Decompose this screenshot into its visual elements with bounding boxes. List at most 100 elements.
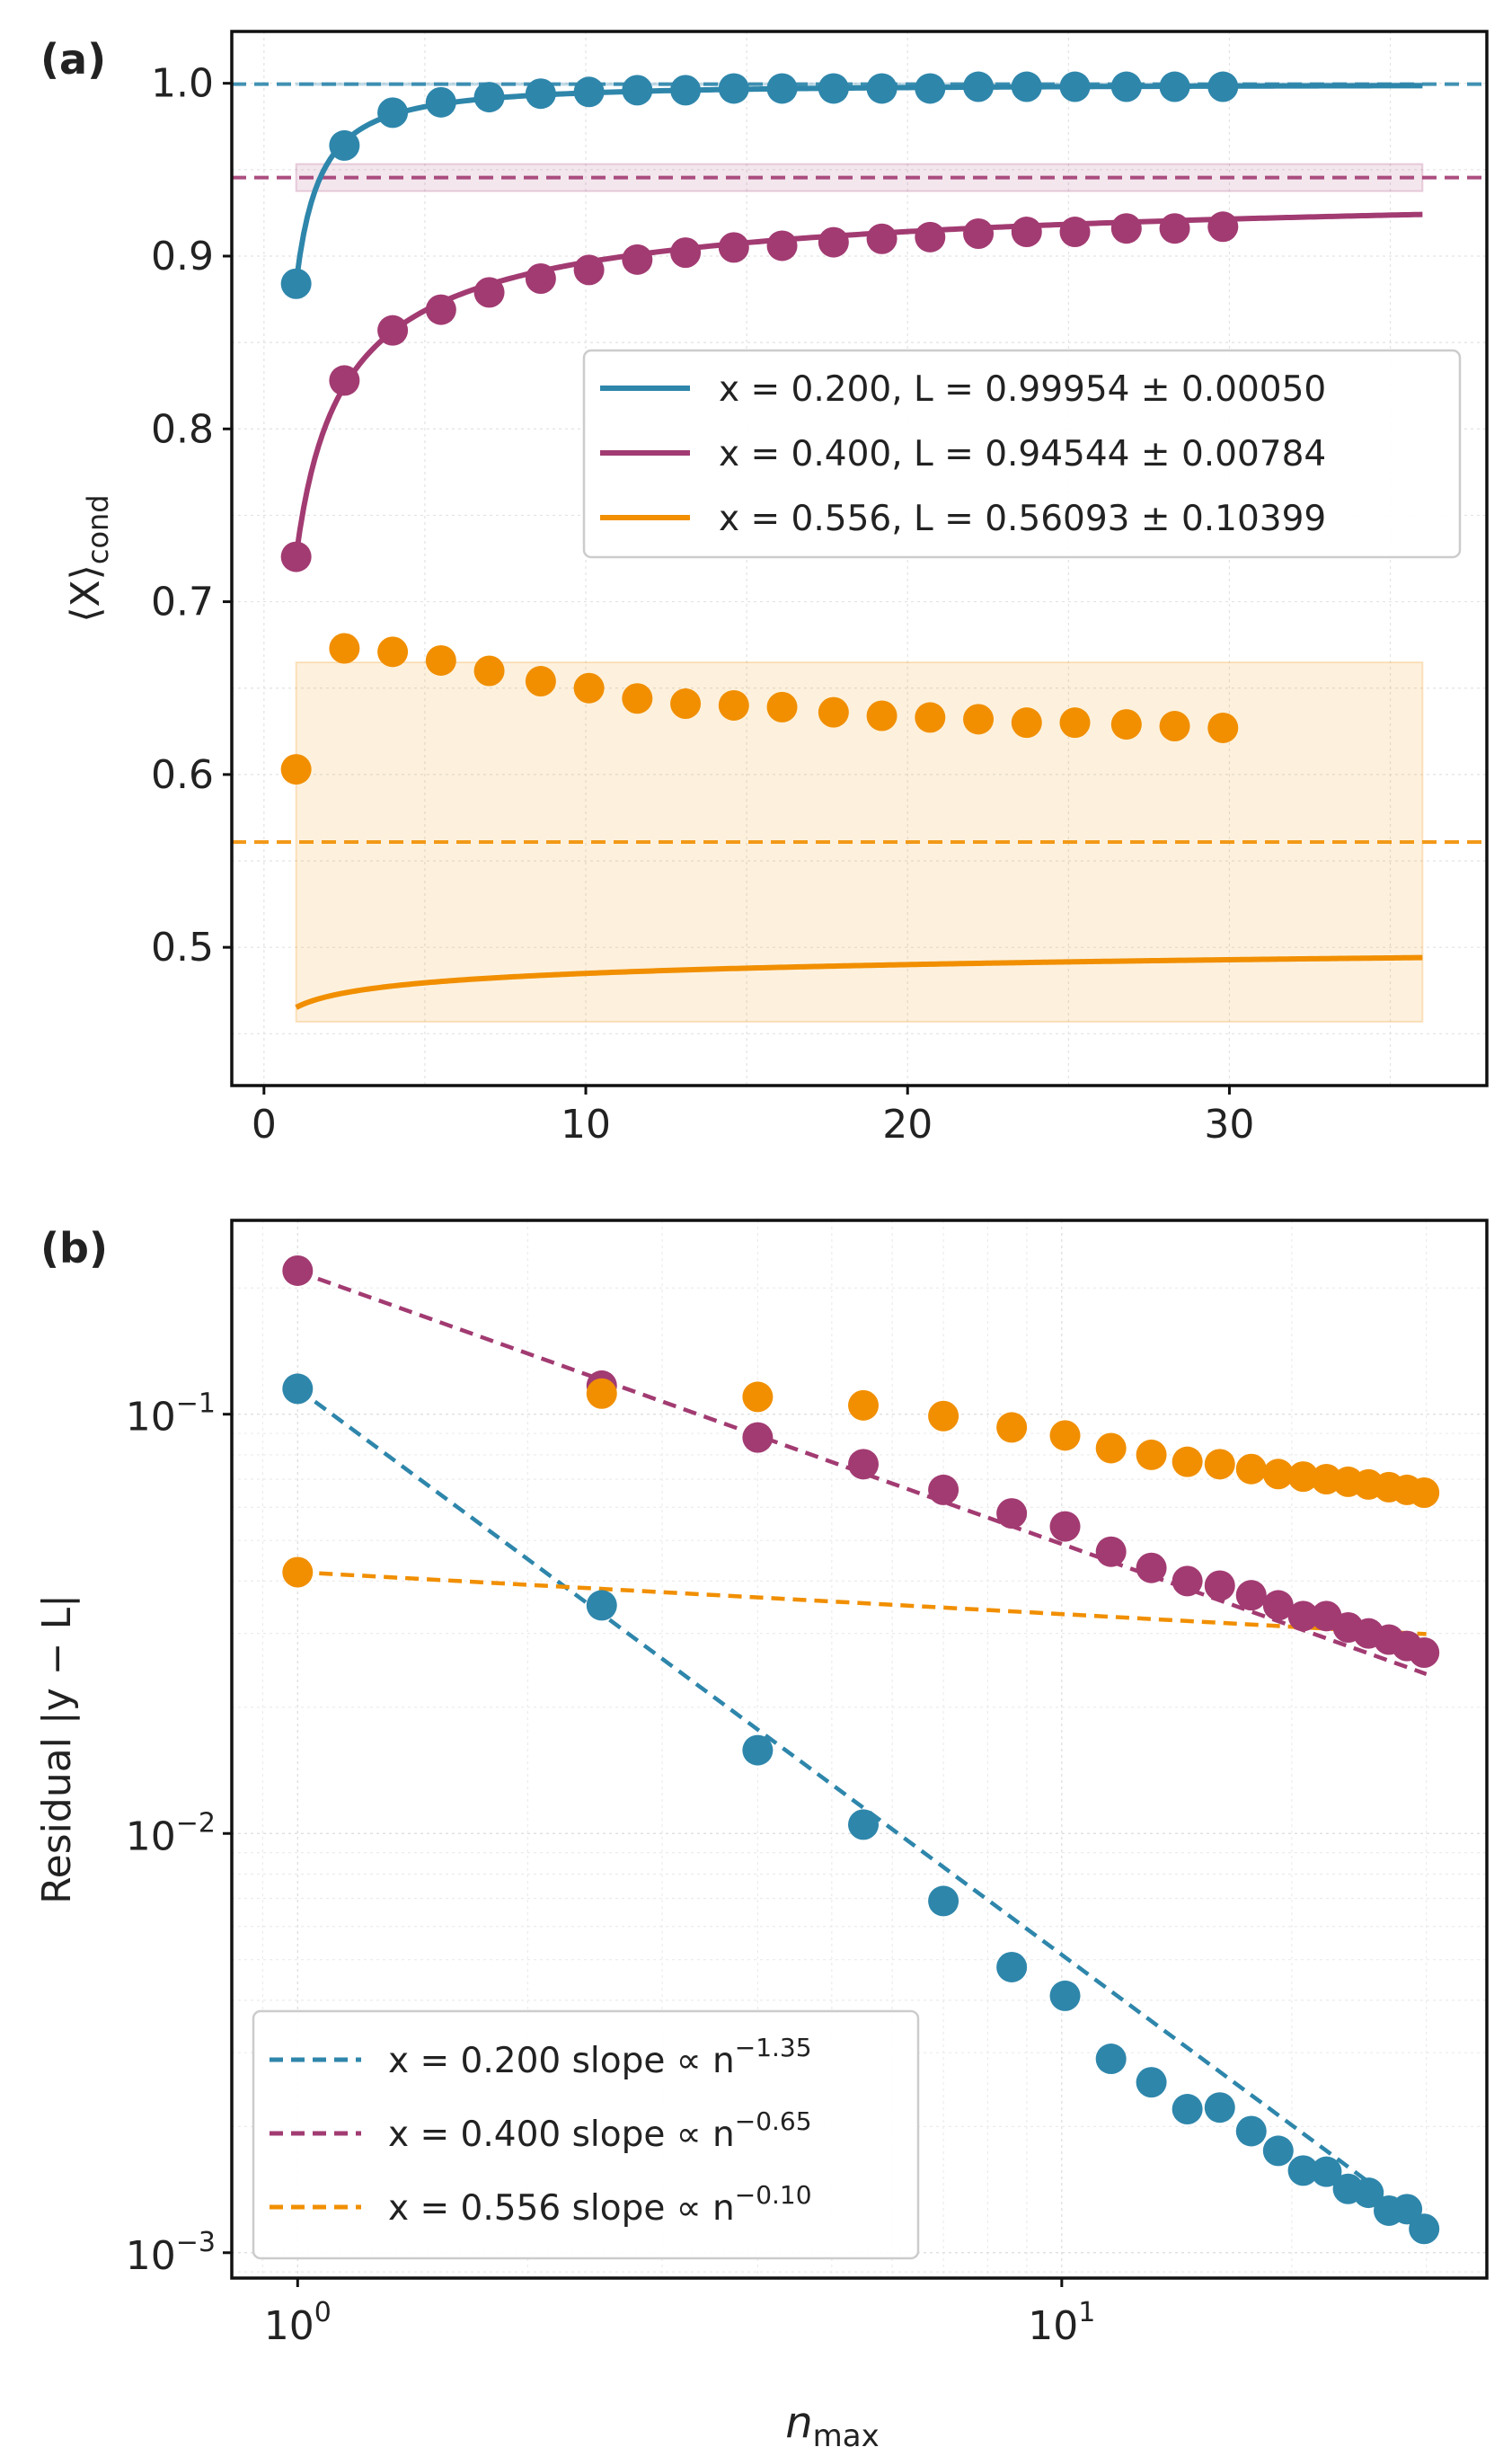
x-tick-label: 101 (1028, 2297, 1095, 2349)
data-point-1 (525, 262, 556, 294)
data-point-2 (915, 702, 946, 733)
data-point-2 (1172, 1446, 1203, 1477)
data-point-2 (742, 1381, 774, 1413)
legend-b-label-2: x = 0.556 slope ∝ n−0.10 (388, 2180, 812, 2229)
data-point-2 (1207, 712, 1239, 743)
data-point-2 (425, 644, 456, 676)
x-tick-label: 0 (252, 1102, 277, 1148)
data-point-0 (1311, 2156, 1342, 2187)
y-tick-label: 10−1 (126, 1388, 216, 1441)
data-point-2 (622, 683, 653, 714)
panel-label-a: (a) (40, 35, 106, 84)
data-point-0 (1172, 2094, 1203, 2125)
data-point-0 (329, 129, 360, 161)
data-point-2 (282, 1556, 314, 1588)
y-tick-exp: −3 (176, 2227, 216, 2258)
data-point-1 (1059, 217, 1091, 248)
data-point-1 (573, 254, 605, 286)
data-point-2 (1136, 1439, 1167, 1470)
data-point-1 (377, 315, 409, 346)
data-point-1 (425, 294, 456, 325)
legend-a-label-1: x = 0.400, L = 0.94544 ± 0.00784 (719, 434, 1326, 474)
y-tick-label: 0.7 (151, 580, 214, 625)
data-point-1 (280, 541, 312, 572)
y-axis-title: Residual |y − L| (34, 1594, 80, 1904)
data-point-0 (1011, 71, 1042, 102)
data-point-2 (963, 704, 995, 735)
panel-a-plot (232, 71, 1487, 1023)
x-tick-label: 20 (882, 1102, 933, 1148)
data-point-0 (282, 1373, 314, 1405)
data-point-2 (280, 754, 312, 785)
x-tick-exp: 1 (1078, 2297, 1095, 2328)
legend-b-slope: ∝ n (676, 2188, 735, 2229)
legend-b-slope-exp: −1.35 (735, 2033, 812, 2062)
data-point-2 (525, 666, 556, 697)
panel-a-frame (230, 30, 1489, 1087)
data-point-1 (670, 237, 702, 269)
data-point-2 (573, 672, 605, 704)
x-axis-title-main: n (785, 2398, 812, 2448)
data-point-0 (1207, 71, 1239, 102)
data-point-0 (473, 82, 505, 113)
panel-a: 0 10 20 30 0.5 0.6 0.7 0.8 0.9 1.0 ⟨X⟩cond (a) x = 0… (40, 30, 1489, 1148)
data-point-1 (866, 223, 897, 254)
x-tick-base: 10 (264, 2303, 314, 2349)
data-point-1 (1172, 1565, 1203, 1597)
data-point-1 (996, 1498, 1028, 1529)
legend-a: x = 0.200, L = 0.99954 ± 0.00050 x = 0.40… (582, 349, 1462, 559)
y-tick-label: 0.5 (151, 925, 214, 971)
data-point-2 (1011, 707, 1042, 739)
data-point-2 (818, 696, 849, 728)
data-point-2 (329, 633, 360, 664)
data-point-0 (1262, 2135, 1294, 2167)
data-point-0 (1136, 2067, 1167, 2098)
legend-a-label-0: x = 0.200, L = 0.99954 ± 0.00050 (719, 369, 1326, 410)
data-point-1 (766, 230, 798, 262)
data-point-0 (996, 1951, 1028, 1982)
data-point-2 (1235, 1453, 1267, 1485)
data-point-0 (573, 76, 605, 108)
data-point-0 (963, 71, 995, 102)
data-point-2 (1262, 1459, 1294, 1490)
data-point-1 (915, 221, 946, 253)
data-point-2 (586, 1378, 617, 1409)
legend-a-frame (582, 349, 1462, 559)
data-point-2 (718, 689, 749, 721)
data-point-0 (622, 75, 653, 106)
data-point-0 (1235, 2115, 1267, 2147)
data-point-2 (996, 1412, 1028, 1443)
x-tick-label: 10 (561, 1102, 611, 1148)
data-point-0 (1049, 1980, 1081, 2011)
data-point-1 (1049, 1511, 1081, 1542)
data-point-1 (1011, 217, 1042, 248)
y-tick-label: 0.9 (151, 234, 214, 279)
data-point-0 (586, 1590, 617, 1621)
data-point-1 (1159, 213, 1190, 244)
data-point-0 (1409, 2213, 1440, 2245)
data-point-1 (1136, 1552, 1167, 1583)
data-point-1 (1110, 213, 1142, 244)
legend-b-label-0: x = 0.200 slope ∝ n−1.35 (388, 2033, 812, 2081)
data-point-0 (866, 73, 897, 104)
data-point-0 (1287, 2155, 1319, 2186)
data-point-2 (670, 688, 702, 720)
data-point-1 (1204, 1570, 1235, 1601)
data-point-2 (848, 1389, 880, 1421)
legend-b-name: x = 0.400 slope (388, 2115, 676, 2155)
x-tick-label: 30 (1204, 1102, 1254, 1148)
data-point-2 (1049, 1420, 1081, 1451)
y-axis-title-main: ⟨X⟩ (63, 564, 109, 622)
y-tick-base: 10 (126, 1395, 176, 1441)
panel-label-b: (b) (40, 1224, 108, 1272)
legend-a-label-2: x = 0.556, L = 0.56093 ± 0.10399 (719, 499, 1326, 539)
data-point-0 (425, 86, 456, 118)
data-point-0 (766, 73, 798, 104)
data-point-1 (928, 1474, 959, 1505)
data-point-0 (1059, 71, 1091, 102)
legend-b-name: x = 0.556 slope (388, 2188, 676, 2229)
y-tick-label: 0.6 (151, 752, 214, 798)
legend-b: x = 0.200 slope ∝ n−1.35x = 0.400 slope … (252, 2009, 920, 2260)
data-point-0 (1353, 2177, 1384, 2209)
